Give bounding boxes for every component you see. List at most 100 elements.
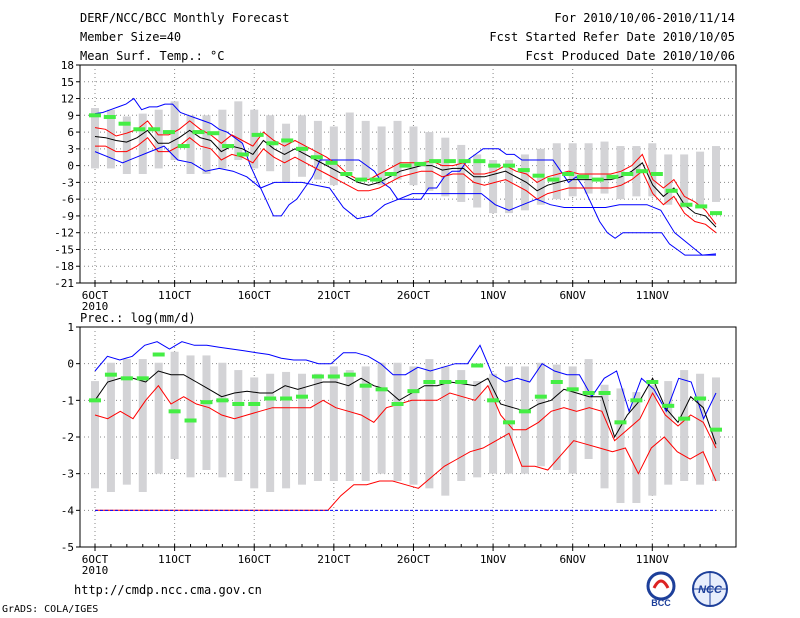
ensemble-box — [106, 362, 115, 492]
header-period: For 2010/10/06-2010/11/14 — [554, 11, 735, 25]
mean-marker — [473, 159, 486, 164]
mean-marker — [281, 138, 294, 143]
x-tick-label: 26OCT — [397, 289, 430, 302]
ensemble-box — [329, 126, 338, 186]
y-tick-label: -4 — [61, 504, 75, 517]
ensemble-box — [680, 154, 689, 208]
mean-marker — [710, 211, 722, 216]
x-tick-label: 11OCT — [158, 553, 191, 566]
y-tick-label: 18 — [61, 59, 74, 72]
panel-title: Prec.: log(mm/d) — [80, 311, 196, 325]
mean-marker — [311, 374, 324, 379]
mean-marker — [355, 177, 368, 182]
mean-marker — [325, 160, 338, 165]
x-tick-label: 2010 — [82, 300, 109, 313]
mean-marker — [503, 163, 515, 168]
ensemble-box — [664, 154, 673, 205]
y-tick-label: 3 — [67, 143, 74, 156]
series-min-line — [95, 432, 717, 511]
ensemble-box — [441, 137, 450, 197]
mean-marker — [264, 396, 277, 401]
mean-marker — [120, 376, 133, 381]
mean-marker — [630, 398, 643, 403]
mean-marker — [665, 188, 678, 193]
ensemble-box — [313, 120, 322, 180]
ensemble-box — [186, 115, 195, 174]
mean-marker — [280, 396, 293, 401]
mean-marker — [503, 420, 515, 425]
mean-marker — [471, 363, 484, 368]
y-tick-label: 12 — [61, 93, 74, 106]
ensemble-box — [505, 366, 513, 474]
ensemble-box — [329, 366, 338, 481]
ensemble-box — [648, 384, 657, 496]
mean-marker — [168, 409, 181, 414]
bcc-logo: BCC — [646, 571, 676, 608]
x-tick-label: 21OCT — [317, 553, 350, 566]
ensemble-box — [91, 108, 99, 169]
ensemble-box — [600, 384, 609, 489]
ensemble-box — [584, 359, 593, 459]
mean-marker — [439, 380, 452, 384]
mean-marker — [136, 376, 149, 381]
mean-marker — [296, 394, 308, 399]
mean-marker — [614, 420, 627, 425]
mean-marker — [694, 396, 707, 401]
mean-marker — [133, 127, 146, 132]
ensemble-box — [664, 381, 673, 485]
mean-marker — [678, 416, 691, 421]
series-min-line — [94, 145, 717, 256]
mean-marker — [266, 141, 279, 146]
mean-marker — [296, 146, 308, 151]
mean-marker — [89, 398, 101, 403]
ensemble-box — [377, 126, 386, 186]
y-tick-label: 0 — [67, 160, 74, 173]
y-tick-label: -21 — [54, 277, 74, 290]
mean-marker — [429, 159, 442, 164]
mean-marker — [248, 402, 261, 406]
ensemble-box — [361, 120, 370, 180]
mean-marker — [576, 174, 589, 179]
series-max-line — [94, 97, 716, 256]
ensemble-box — [154, 362, 163, 474]
x-tick-label: 6NOV — [559, 553, 586, 566]
footer-url[interactable]: http://cmdp.ncc.cma.gov.cn — [74, 583, 262, 597]
header-variable: Mean Surf. Temp.: °C — [80, 49, 225, 63]
ensemble-box — [250, 377, 259, 489]
mean-marker — [695, 204, 708, 209]
ensemble-box — [313, 373, 322, 481]
ensemble-box — [234, 370, 243, 481]
y-tick-label: -2 — [61, 431, 74, 444]
mean-marker — [646, 380, 659, 384]
series-max-line — [94, 341, 717, 421]
mean-marker — [251, 132, 264, 137]
x-tick-label: 6NOV — [559, 289, 586, 302]
ensemble-box — [616, 388, 625, 503]
y-tick-label: 1 — [67, 321, 74, 334]
x-tick-label: 16OCT — [238, 289, 271, 302]
header-title: DERF/NCC/BCC Monthly Forecast — [80, 11, 290, 25]
mean-marker — [621, 172, 634, 176]
ensemble-box — [489, 373, 498, 474]
mean-marker — [532, 173, 545, 178]
header-produced-date: Fcst Produced Date 2010/10/06 — [525, 49, 735, 63]
ensemble-box — [250, 109, 259, 169]
ensemble-box — [536, 362, 545, 467]
ensemble-box — [282, 371, 291, 489]
ncc-logo-text: NCC — [698, 584, 723, 596]
mean-marker — [591, 177, 604, 182]
ensemble-box — [298, 115, 306, 177]
mean-marker — [550, 380, 563, 384]
mean-marker — [443, 159, 456, 164]
ensemble-box — [489, 160, 498, 214]
y-tick-label: -18 — [54, 260, 74, 273]
ensemble-box — [298, 373, 306, 485]
ensemble-box — [266, 373, 275, 492]
mean-marker — [582, 391, 595, 395]
y-tick-label: -6 — [61, 193, 74, 206]
series-q25-line — [94, 384, 717, 449]
ensemble-box — [122, 359, 131, 485]
mean-marker — [103, 114, 116, 119]
x-tick-label: 26OCT — [397, 553, 430, 566]
